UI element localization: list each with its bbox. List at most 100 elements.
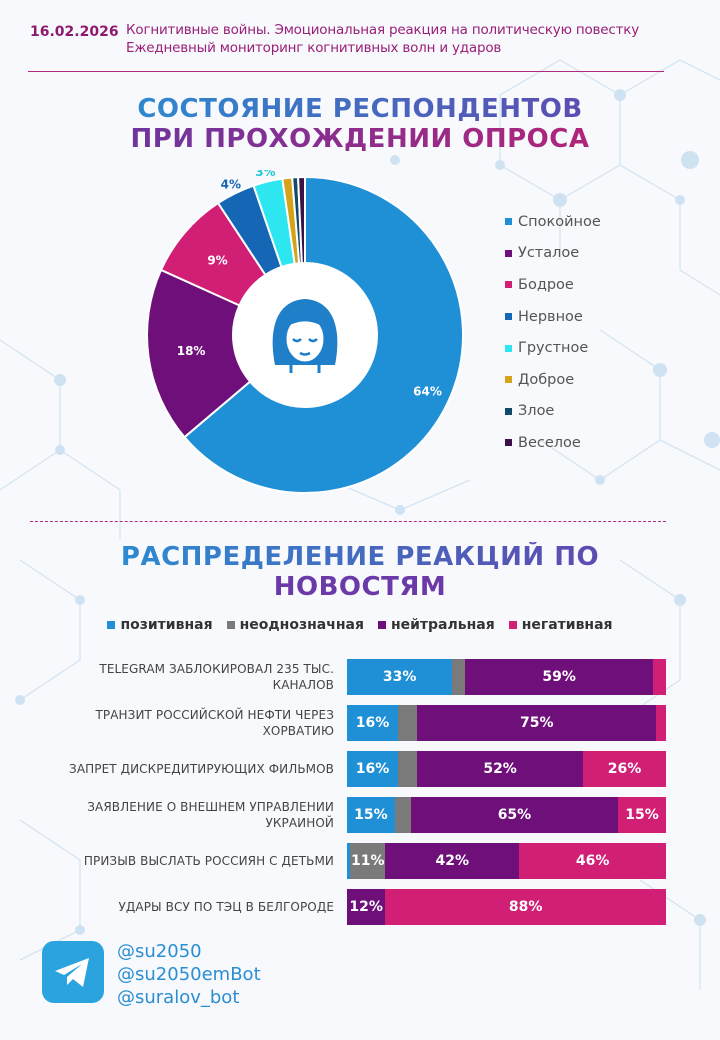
bar-segment-label: 11% [350,853,385,869]
bar-title-line1: РАСПРЕДЕЛЕНИЕ РЕАКЦИЙ ПО [0,542,720,572]
report-date: 16.02.2026 [30,24,119,40]
bar-row: ЗАПРЕТ ДИСКРЕДИТИРУЮЩИХ ФИЛЬМОВ 16% 52% 26% [0,751,720,787]
bar-category-label: ЗАПРЕТ ДИСКРЕДИТИРУЮЩИХ ФИЛЬМОВ [69,762,334,776]
legend-item: Грустное [505,332,601,364]
bar-segment: 15% [347,797,395,833]
donut-slice-label: 9% [207,253,227,267]
bar-segment: 33% [347,659,453,695]
legend-item: Бодрое [505,269,601,301]
bar-segment: 12% [347,889,386,925]
bar-segment: 65% [410,797,619,833]
bar-segment-label: 75% [520,715,554,731]
handle-link[interactable]: @su2050emBot [117,964,261,985]
bar-segment [398,751,418,787]
bar-segment: 42% [385,843,520,879]
legend-swatch [505,439,512,447]
bar-category-label: TELEGRAM ЗАБЛОКИРОВАЛ 235 ТЫС. КАНАЛОВ [99,662,334,692]
bar-title-line2: НОВОСТЯМ [273,572,447,602]
bar-row: ЗАЯВЛЕНИЕ О ВНЕШНЕМ УПРАВЛЕНИИ УКРАИНОЙ 1… [0,797,720,833]
legend-swatch [505,344,512,352]
calm-woman-face-icon [272,299,338,373]
bar-legend-label: неоднозначная [239,617,364,633]
legend-item: Нервное [505,301,601,333]
bar-chart-title: РАСПРЕДЕЛЕНИЕ РЕАКЦИЙ ПО НОВОСТЯМ [0,542,720,602]
bar-row: ПРИЗЫВ ВЫСЛАТЬ РОССИЯН С ДЕТЬМИ 11% 42% 46% [0,843,720,879]
legend-label: Усталое [518,245,580,262]
bar-segment [452,659,466,695]
bar-segment [653,659,666,695]
stacked-bar: 16% 75% [347,705,666,741]
bar-segment-label: 15% [354,807,388,823]
legend-item: Веселое [505,427,601,459]
legend-swatch [505,376,512,384]
legend-label: Грустное [518,340,589,357]
stacked-bar: 16% 52% 26% [347,751,666,787]
bar-legend-item: нейтральная [377,617,495,633]
donut-chart-title: СОСТОЯНИЕ РЕСПОНДЕНТОВ ПРИ ПРОХОЖДЕНИИ О… [0,94,720,154]
bar-segment: 15% [618,797,666,833]
donut-slice-label: 4% [221,177,241,191]
legend-label: Веселое [518,434,581,451]
contact-handles: @su2050 @su2050emBot @suralov_bot [117,940,261,1009]
bar-segment-label: 16% [355,715,390,731]
bar-legend-label: позитивная [120,617,213,633]
report-subtitle-line2: Ежедневный мониторинг когнитивных волн и… [126,40,502,56]
bar-legend-swatch [226,621,235,629]
bar-segment: 88% [385,889,666,925]
bar-legend-item: неоднозначная [226,617,364,633]
bar-legend-swatch [508,621,517,629]
bar-segment [347,843,351,879]
bar-segment-label: 65% [497,807,532,823]
donut-slice-label: 18% [177,344,206,358]
donut-title-line2: ПРИ ПРОХОЖДЕНИИ ОПРОСА [0,124,720,154]
telegram-icon[interactable] [42,941,104,1003]
bar-segment-label: 46% [575,853,610,869]
legend-swatch [505,407,512,415]
bar-category-label: ЗАЯВЛЕНИЕ О ВНЕШНЕМ УПРАВЛЕНИИ УКРАИНОЙ [87,800,334,830]
bar-legend-item: позитивная [107,617,213,633]
bar-segment-label: 12% [349,899,383,915]
bar-segment [398,705,418,741]
bar-segment-label: 59% [542,669,576,685]
bar-row: УДАРЫ ВСУ ПО ТЭЦ В БЕЛГОРОДЕ 12% 88% [0,889,720,925]
legend-label: Злое [518,403,555,420]
bar-segment [656,705,666,741]
stacked-bar: 11% 42% 46% [347,843,666,879]
donut-slice [297,175,306,265]
bar-category-label: ПРИЗЫВ ВЫСЛАТЬ РОССИЯН С ДЕТЬМИ [83,854,334,868]
header-divider [28,71,664,72]
legend-swatch [505,313,512,321]
bar-segment: 11% [350,843,386,879]
donut-legend: Спокойное Усталое Бодрое Нервное Грустное Доб… [505,206,601,459]
legend-swatch [505,218,512,226]
legend-item: Злое [505,396,601,428]
bar-legend-label: негативная [521,617,613,633]
handle-link[interactable]: @su2050 [117,941,202,962]
legend-label: Спокойное [518,213,601,230]
legend-label: Нервное [518,308,583,325]
report-subtitle-line1: Когнитивные войны. Эмоциональная реакция… [126,22,640,38]
bar-legend-swatch [377,621,386,629]
bar-segment: 16% [347,705,399,741]
bar-legend-item: негативная [508,617,613,633]
section-divider [30,521,666,522]
bar-segment: 59% [465,659,654,695]
bar-segment-label: 26% [607,761,642,777]
bar-segment: 75% [417,705,657,741]
donut-slice [183,175,464,494]
bar-row: TELEGRAM ЗАБЛОКИРОВАЛ 235 ТЫС. КАНАЛОВ 33… [0,659,720,695]
legend-swatch [505,281,512,289]
bar-legend-label: нейтральная [390,617,495,633]
donut-chart: 64% 18% 9% 4% 3% [146,170,464,494]
stacked-bar: 12% 88% [347,889,666,925]
bar-segment: 46% [519,843,666,879]
legend-label: Бодрое [518,276,574,293]
stacked-bar: 15% 65% 15% [347,797,666,833]
stacked-bar: 33% 59% [347,659,666,695]
donut-slice [146,268,252,439]
bar-segment [394,797,411,833]
bar-category-label: УДАРЫ ВСУ ПО ТЭЦ В БЕЛГОРОДЕ [118,900,334,914]
handle-link[interactable]: @suralov_bot [117,987,240,1008]
legend-item: Усталое [505,238,601,270]
